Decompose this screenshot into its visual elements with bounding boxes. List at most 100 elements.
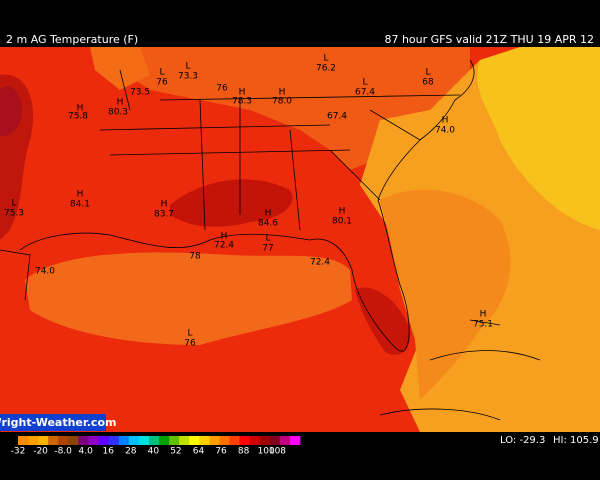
watermark-box: [0, 414, 106, 431]
pressure-marker: L: [323, 54, 328, 64]
temperature-label: 78: [189, 252, 201, 262]
colorbar-label: 40: [148, 447, 160, 457]
colorbar-swatch: [18, 436, 29, 445]
colorbar-swatch: [148, 436, 160, 445]
hot-region: [0, 74, 34, 241]
temperature-label: 76: [156, 78, 168, 88]
colorbar-swatch: [58, 436, 69, 445]
temperature-label: 74.0: [35, 267, 55, 277]
pressure-marker: H: [77, 104, 84, 114]
pressure-marker: H: [221, 232, 228, 242]
temperature-label: 76: [216, 84, 228, 94]
pressure-marker: H: [442, 116, 449, 126]
colorbar-swatch: [189, 436, 200, 445]
colorbar-label: 4.0: [79, 447, 94, 457]
temperature-label: 67.4: [327, 112, 347, 122]
pressure-marker: H: [161, 200, 168, 210]
colorbar-swatch: [179, 436, 190, 445]
temperature-label: 78.0: [272, 97, 292, 107]
temperature-label: 76: [184, 339, 196, 349]
colorbar-swatch: [138, 436, 150, 445]
pressure-marker: H: [117, 98, 124, 108]
colorbar-swatch: [199, 436, 210, 445]
pressure-marker: H: [265, 209, 272, 219]
colorbar-swatch: [209, 436, 220, 445]
colorbar-swatch: [289, 436, 301, 445]
colorbar-label: 100: [258, 447, 275, 457]
temperature-label: 75.8: [68, 112, 88, 122]
atlantic-mild: [477, 47, 600, 230]
colorbar-swatch: [279, 436, 291, 445]
pressure-marker: H: [77, 190, 84, 200]
colorbar-swatch: [128, 436, 140, 445]
colorbar-swatch: [249, 436, 261, 445]
temperature-label: 72.4: [214, 241, 234, 251]
colorbar-swatch: [118, 436, 130, 445]
colorbar-label: 52: [170, 447, 181, 457]
pressure-marker: H: [339, 207, 346, 217]
pressure-marker: H: [480, 310, 487, 320]
colorbar-swatch: [229, 436, 240, 445]
temperature-label: 78.3: [232, 97, 252, 107]
colorbar-label: 76: [215, 447, 227, 457]
colorbar-swatch: [159, 436, 170, 445]
temperature-label: 75.1: [473, 320, 493, 330]
temperature-label: 75.3: [4, 209, 24, 219]
temperature-label: 77: [262, 244, 273, 254]
colorbar-swatch: [259, 436, 271, 445]
atlantic-warm: [380, 189, 511, 400]
pressure-marker: L: [425, 68, 430, 78]
temperature-label: 72.4: [310, 258, 330, 268]
colorbar-swatch: [169, 436, 180, 445]
temperature-label: 74.0: [435, 126, 455, 136]
hi-value: HI: 105.9: [553, 435, 599, 446]
colorbar-label: -20: [33, 447, 48, 457]
colorbar-swatch: [219, 436, 230, 445]
cool-region: [90, 47, 150, 90]
hot-region: [355, 287, 411, 355]
colorbar-swatch: [68, 436, 79, 445]
temperature-label: 80.1: [332, 217, 352, 227]
colorbar-swatch: [239, 436, 250, 445]
pressure-marker: L: [11, 199, 16, 209]
colorbar-swatch: [108, 436, 120, 445]
colorbar-swatch: [78, 436, 89, 445]
colorbar-label: 88: [238, 447, 250, 457]
hot-region: [170, 179, 293, 227]
colorbar-label: -8.0: [54, 447, 72, 457]
gulf-warm: [25, 252, 352, 345]
temperature-label: 80.3: [108, 108, 128, 118]
colorbar-label: 108: [269, 447, 286, 457]
pressure-marker: H: [279, 88, 286, 98]
colorbar-swatch: [38, 436, 49, 445]
pressure-marker: L: [185, 62, 190, 72]
colorbar-swatch: [28, 436, 39, 445]
map-title: 2 m AG Temperature (F): [6, 33, 138, 46]
colorbar-swatch: [48, 436, 59, 445]
temperature-label: 84.6: [258, 219, 278, 229]
temperature-label: 73.3: [178, 72, 198, 82]
pressure-marker: L: [362, 78, 367, 88]
temperature-label: 84.1: [70, 200, 90, 210]
temperature-label: 68: [422, 78, 434, 88]
watermark: Wright-Weather.com: [0, 416, 116, 429]
colorbar-label: 16: [103, 447, 115, 457]
lo-value: LO: -29.3: [500, 435, 545, 446]
model-run: 87 hour GFS valid 21Z THU 19 APR 12: [384, 33, 594, 46]
temperature-label: 76.2: [316, 64, 336, 74]
colorbar-label: 28: [125, 447, 137, 457]
pressure-marker: L: [159, 68, 164, 78]
colorbar-swatch: [269, 436, 281, 445]
pressure-marker: L: [265, 234, 270, 244]
temperature-label: 73.5: [130, 88, 150, 98]
colorbar-swatch: [98, 436, 109, 445]
temperature-label: 67.4: [355, 88, 375, 98]
colorbar-label: -32: [11, 447, 26, 457]
coastlines: [0, 59, 541, 421]
pressure-marker: L: [187, 329, 192, 339]
header-bar: [0, 0, 600, 47]
colorbar-label: 64: [193, 447, 205, 457]
pressure-marker: H: [239, 88, 246, 98]
